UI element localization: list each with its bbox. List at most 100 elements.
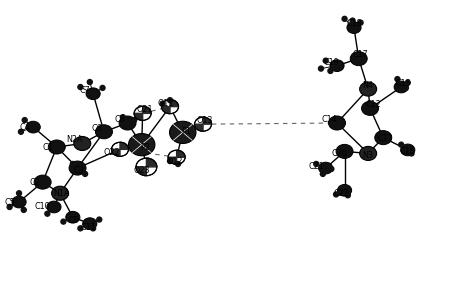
Ellipse shape — [26, 121, 40, 133]
Circle shape — [70, 161, 75, 166]
Ellipse shape — [170, 121, 196, 143]
Ellipse shape — [375, 131, 392, 145]
Polygon shape — [170, 100, 179, 107]
Ellipse shape — [330, 60, 344, 71]
Ellipse shape — [350, 52, 367, 66]
Circle shape — [403, 85, 409, 90]
Text: O11: O11 — [157, 98, 173, 108]
Ellipse shape — [401, 144, 415, 156]
Polygon shape — [143, 106, 151, 113]
Circle shape — [320, 171, 325, 176]
Ellipse shape — [111, 142, 128, 156]
Text: C10: C10 — [35, 203, 50, 211]
Ellipse shape — [194, 117, 211, 131]
Circle shape — [87, 80, 92, 85]
Circle shape — [78, 226, 83, 231]
Ellipse shape — [66, 211, 80, 223]
Circle shape — [120, 115, 125, 120]
Text: C4: C4 — [19, 123, 30, 132]
Text: N3: N3 — [363, 151, 374, 160]
Text: O23: O23 — [134, 166, 150, 176]
Circle shape — [167, 98, 173, 103]
Text: C5: C5 — [4, 198, 15, 206]
Circle shape — [346, 193, 350, 198]
Circle shape — [328, 69, 333, 74]
Text: P2: P2 — [140, 143, 150, 151]
Text: C8: C8 — [115, 115, 125, 124]
Circle shape — [61, 219, 66, 224]
Polygon shape — [194, 124, 203, 131]
Text: P1: P1 — [181, 127, 191, 136]
Circle shape — [334, 192, 338, 197]
Text: N1A: N1A — [53, 189, 70, 198]
Circle shape — [91, 226, 96, 231]
Polygon shape — [146, 158, 157, 167]
Circle shape — [314, 161, 319, 166]
Polygon shape — [136, 167, 146, 176]
Text: C22: C22 — [334, 189, 350, 198]
Circle shape — [21, 208, 26, 212]
Text: C20: C20 — [332, 149, 348, 158]
Circle shape — [358, 20, 363, 25]
Text: C18: C18 — [346, 19, 362, 28]
Text: C2: C2 — [30, 178, 40, 187]
Circle shape — [395, 77, 400, 82]
Text: O22: O22 — [104, 148, 120, 157]
Ellipse shape — [48, 140, 65, 154]
Ellipse shape — [12, 196, 26, 208]
Text: C11: C11 — [81, 223, 96, 232]
Ellipse shape — [360, 82, 377, 96]
Text: C16: C16 — [400, 147, 416, 156]
Circle shape — [17, 191, 21, 196]
Ellipse shape — [47, 201, 61, 213]
Ellipse shape — [83, 218, 97, 230]
Ellipse shape — [336, 144, 353, 158]
Circle shape — [409, 151, 414, 156]
Text: C9: C9 — [69, 216, 80, 225]
Ellipse shape — [319, 162, 333, 174]
Circle shape — [323, 58, 328, 63]
Text: C19: C19 — [323, 58, 339, 67]
Text: C12: C12 — [366, 100, 382, 109]
Circle shape — [405, 80, 410, 85]
Text: C1: C1 — [43, 143, 54, 151]
Circle shape — [342, 16, 347, 21]
Circle shape — [329, 166, 334, 171]
Ellipse shape — [328, 116, 346, 130]
Polygon shape — [162, 107, 170, 114]
Ellipse shape — [394, 81, 408, 93]
Ellipse shape — [362, 101, 379, 116]
Circle shape — [45, 211, 50, 216]
Ellipse shape — [128, 133, 155, 156]
Circle shape — [399, 142, 404, 147]
Circle shape — [78, 85, 83, 89]
Text: O12: O12 — [166, 156, 183, 166]
Ellipse shape — [337, 184, 352, 196]
Ellipse shape — [119, 116, 136, 130]
Polygon shape — [134, 113, 143, 120]
Circle shape — [97, 217, 102, 222]
Circle shape — [100, 85, 105, 90]
Ellipse shape — [162, 100, 179, 114]
Text: N4: N4 — [363, 81, 374, 90]
Circle shape — [160, 101, 165, 106]
Circle shape — [319, 66, 323, 71]
Polygon shape — [168, 157, 177, 164]
Ellipse shape — [134, 106, 151, 120]
Ellipse shape — [69, 161, 86, 175]
Text: C14: C14 — [321, 115, 337, 124]
Text: O13: O13 — [197, 116, 213, 125]
Circle shape — [350, 18, 355, 23]
Ellipse shape — [168, 150, 185, 164]
Polygon shape — [120, 142, 128, 149]
Circle shape — [22, 118, 27, 123]
Circle shape — [175, 161, 181, 166]
Ellipse shape — [95, 125, 112, 139]
Ellipse shape — [360, 146, 377, 161]
Ellipse shape — [74, 136, 91, 151]
Ellipse shape — [136, 158, 157, 176]
Circle shape — [7, 205, 12, 209]
Text: C15: C15 — [395, 79, 411, 88]
Text: C3: C3 — [73, 166, 84, 175]
Circle shape — [18, 129, 23, 134]
